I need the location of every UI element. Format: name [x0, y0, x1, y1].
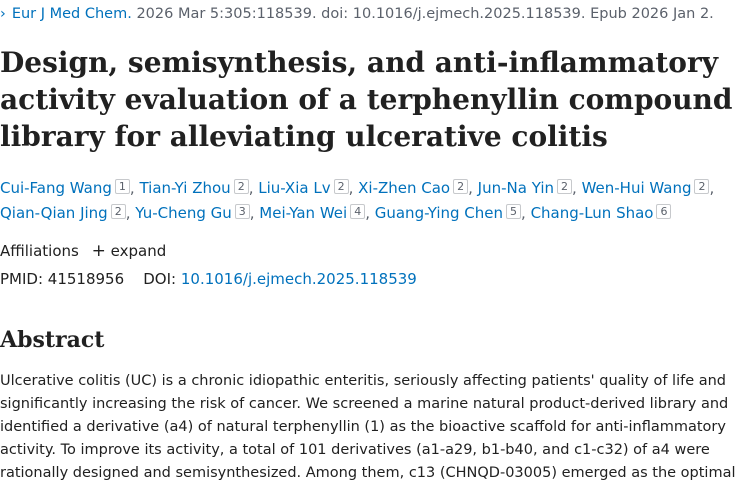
- identifiers-row: PMID: 41518956 DOI: 10.1016/j.ejmech.202…: [0, 268, 417, 290]
- author-item: Tian-Yi Zhou 2: [139, 179, 249, 197]
- author-item: Qian-Qian Jing 2: [0, 204, 126, 222]
- affiliations-expand-button[interactable]: + expand: [84, 241, 167, 261]
- expand-label: expand: [110, 242, 167, 260]
- affiliation-marker[interactable]: 3: [234, 204, 250, 219]
- affiliation-marker[interactable]: 2: [233, 179, 249, 194]
- plus-icon: +: [91, 241, 106, 261]
- author-link[interactable]: Yu-Cheng Gu: [135, 204, 232, 222]
- author-link[interactable]: Cui-Fang Wang: [0, 179, 112, 197]
- author-link[interactable]: Chang-Lun Shao: [530, 204, 654, 222]
- affiliations-row: Affiliations + expand: [0, 240, 166, 262]
- abstract-heading: Abstract: [0, 327, 105, 353]
- affiliation-marker[interactable]: 2: [694, 179, 710, 194]
- author-link[interactable]: Wen-Hui Wang: [581, 179, 692, 197]
- citation-details: 2026 Mar 5:305:118539. doi: 10.1016/j.ej…: [136, 6, 714, 22]
- doi-label: DOI:: [143, 270, 177, 288]
- chevron-right-icon: ›: [0, 6, 6, 22]
- author-link[interactable]: Guang-Ying Chen: [374, 204, 504, 222]
- author-item: Chang-Lun Shao 6: [531, 204, 672, 222]
- affiliation-marker[interactable]: 1: [114, 179, 130, 194]
- author-link[interactable]: Tian-Yi Zhou: [139, 179, 231, 197]
- affiliation-marker[interactable]: 2: [333, 179, 349, 194]
- abstract-text: Ulcerative colitis (UC) is a chronic idi…: [0, 373, 736, 481]
- article-title: Design, semisynthesis, and anti-inflamma…: [0, 46, 733, 153]
- affiliation-marker[interactable]: 4: [350, 204, 366, 219]
- affiliation-marker[interactable]: 5: [506, 204, 522, 219]
- journal-link[interactable]: Eur J Med Chem.: [11, 6, 132, 22]
- citation-line: › Eur J Med Chem. 2026 Mar 5:305:118539. …: [0, 4, 750, 24]
- affiliation-marker[interactable]: 2: [110, 204, 126, 219]
- affiliation-marker[interactable]: 6: [656, 204, 672, 219]
- affiliation-marker[interactable]: 2: [453, 179, 469, 194]
- author-link[interactable]: Xi-Zhen Cao: [358, 179, 451, 197]
- author-item: Yu-Cheng Gu 3: [135, 204, 250, 222]
- affiliation-marker[interactable]: 2: [557, 179, 573, 194]
- affiliations-label: Affiliations: [0, 242, 79, 260]
- author-item: Jun-Na Yin 2: [477, 179, 573, 197]
- author-item: Liu-Xia Lv 2: [258, 179, 349, 197]
- author-list: Cui-Fang Wang 1, Tian-Yi Zhou 2, Liu-Xia L…: [0, 179, 715, 222]
- pmid-value: 41518956: [47, 270, 125, 288]
- doi-link[interactable]: 10.1016/j.ejmech.2025.118539: [180, 270, 417, 288]
- pmid-label: PMID:: [0, 270, 44, 288]
- author-link[interactable]: Qian-Qian Jing: [0, 204, 108, 222]
- author-link[interactable]: Mei-Yan Wei: [259, 204, 348, 222]
- author-link[interactable]: Jun-Na Yin: [477, 179, 555, 197]
- author-item: Guang-Ying Chen 5: [374, 204, 522, 222]
- author-item: Wen-Hui Wang 2: [582, 179, 710, 197]
- author-item: Xi-Zhen Cao 2: [358, 179, 469, 197]
- author-item: Mei-Yan Wei 4: [259, 204, 366, 222]
- author-link[interactable]: Liu-Xia Lv: [258, 179, 331, 197]
- author-item: Cui-Fang Wang 1: [0, 179, 130, 197]
